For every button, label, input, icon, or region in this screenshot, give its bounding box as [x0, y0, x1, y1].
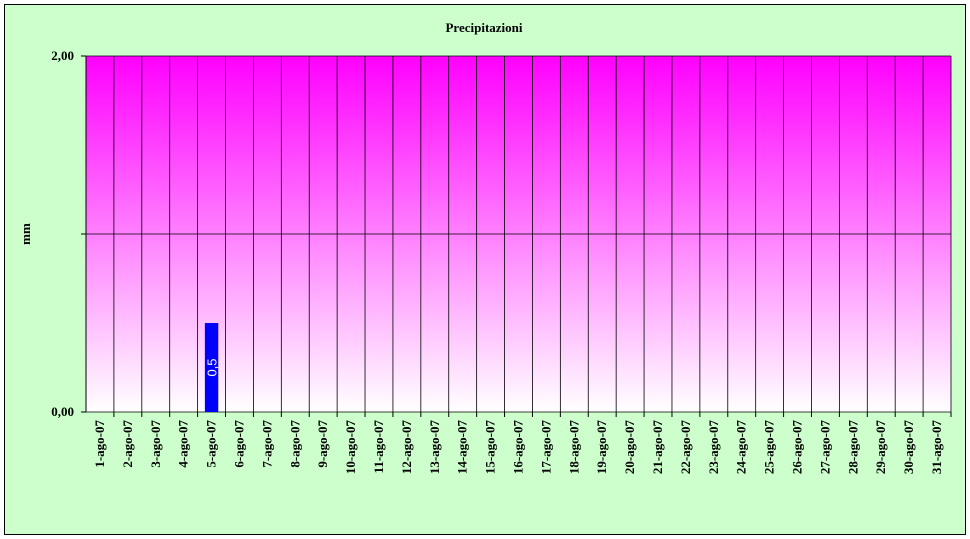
chart-title: Precipitazioni: [445, 20, 522, 35]
x-tick-label: 31-ago-07: [929, 420, 944, 475]
x-tick-label: 11-ago-07: [371, 420, 386, 474]
x-tick-label: 9-ago-07: [315, 420, 330, 468]
x-tick-label: 22-ago-07: [678, 420, 693, 475]
x-tick-label: 16-ago-07: [511, 420, 526, 475]
x-tick-label: 12-ago-07: [399, 420, 414, 475]
bar: [204, 323, 219, 412]
x-tick-label: 19-ago-07: [594, 420, 609, 475]
x-tick-label: 28-ago-07: [845, 420, 860, 475]
x-tick-label: 3-ago-07: [148, 420, 163, 468]
x-tick-label: 24-ago-07: [734, 420, 749, 475]
y-axis-label: mm: [18, 223, 33, 245]
x-tick-label: 15-ago-07: [483, 420, 498, 475]
x-tick-label: 29-ago-07: [873, 420, 888, 475]
x-tick-label: 13-ago-07: [427, 420, 442, 475]
x-tick-label: 5-ago-07: [204, 420, 219, 468]
x-tick-label: 8-ago-07: [287, 420, 302, 468]
x-tick-label: 1-ago-07: [92, 420, 107, 468]
x-tick-label: 26-ago-07: [790, 420, 805, 475]
x-tick-label: 4-ago-07: [176, 420, 191, 468]
y-tick-label: 2,00: [51, 48, 74, 63]
x-tick-label: 25-ago-07: [762, 420, 777, 475]
x-tick-label: 18-ago-07: [566, 420, 581, 475]
y-tick-label: 0,00: [51, 404, 74, 419]
x-tick-label: 17-ago-07: [538, 420, 553, 475]
x-tick-label: 2-ago-07: [120, 420, 135, 468]
x-tick-label: 23-ago-07: [706, 420, 721, 475]
x-tick-label: 10-ago-07: [343, 420, 358, 475]
value-label: 0,5: [205, 358, 220, 376]
x-tick-label: 20-ago-07: [622, 420, 637, 475]
x-tick-label: 21-ago-07: [650, 420, 665, 475]
x-tick-label: 7-ago-07: [259, 420, 274, 468]
x-tick-label: 27-ago-07: [817, 420, 832, 475]
x-tick-label: 14-ago-07: [455, 420, 470, 475]
x-tick-label: 30-ago-07: [901, 420, 916, 475]
x-tick-label: 6-ago-07: [231, 420, 246, 468]
